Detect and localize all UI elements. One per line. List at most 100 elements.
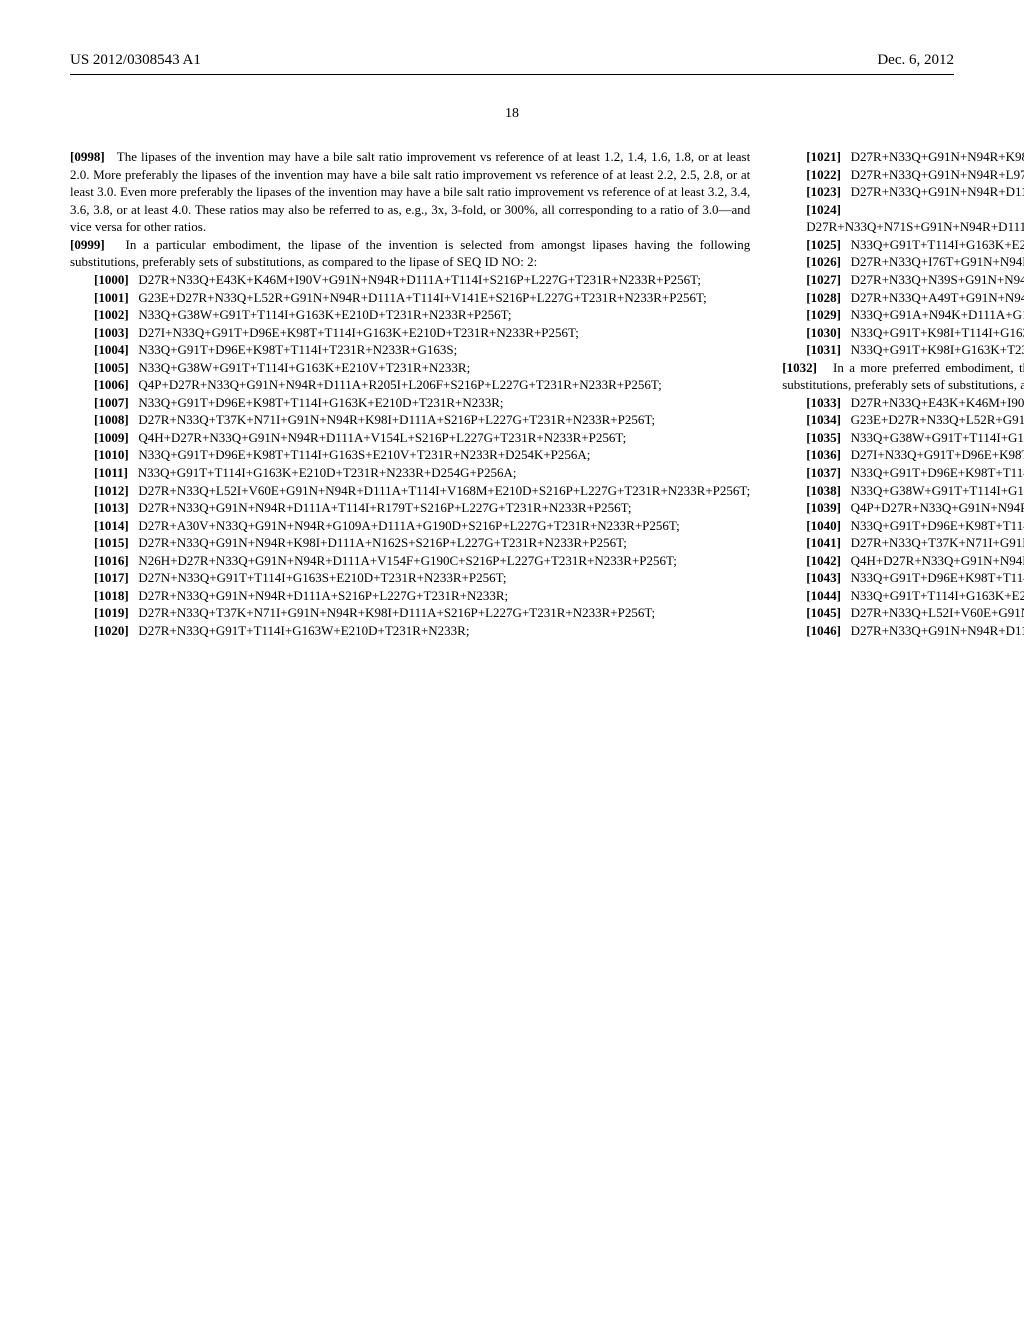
item-number: [1003] bbox=[94, 325, 138, 340]
list-item: [1023] D27R+N33Q+G91N+N94R+D111A+V154I+S… bbox=[782, 183, 1024, 201]
list-item: [1018] D27R+N33Q+G91N+N94R+D111A+S216P+L… bbox=[70, 587, 750, 605]
page-number: 18 bbox=[70, 105, 954, 124]
item-text: D27R+N33Q+E43K+K46M+I90V+G91N+N94R+D111A… bbox=[138, 272, 701, 287]
item-text: N33Q+G91T+K98I+G163K+T231R+N233R+D254S+P… bbox=[851, 342, 1024, 357]
item-number: [1031] bbox=[806, 342, 850, 357]
item-text: Q4H+D27R+N33Q+G91N+N94R+D111A+V154L+S216… bbox=[851, 553, 1024, 568]
item-number: [1002] bbox=[94, 307, 138, 322]
list-item: [1026] D27R+N33Q+I76T+G91N+N94R+R108M+D1… bbox=[782, 253, 1024, 271]
left-column: [0998] The lipases of the invention may … bbox=[70, 148, 750, 639]
list-item: [1010] N33Q+G91T+D96E+K98T+T114I+G163S+E… bbox=[70, 446, 750, 464]
item-text: D27I+N33Q+G91T+D96E+K98T+T114I+G163K+E21… bbox=[138, 325, 578, 340]
item-text: D27R+N33Q+N39S+G91N+N94R+D111A+S216P+L22… bbox=[851, 272, 1024, 287]
item-text: N33Q+G38W+G91T+T114I+G163K+E210V+T231R+N… bbox=[851, 483, 1024, 498]
list-item: [1044] N33Q+G91T+T114I+G163K+E210D+T231R… bbox=[782, 587, 1024, 605]
item-text: D27R+N33Q+G91N+N94R+D111A+T114I+R179T+S2… bbox=[138, 500, 631, 515]
item-number: [1013] bbox=[94, 500, 138, 515]
item-text: Q4H+D27R+N33Q+G91N+N94R+D111A+V154L+S216… bbox=[138, 430, 626, 445]
publication-date: Dec. 6, 2012 bbox=[877, 50, 954, 70]
list-item: [1041] D27R+N33Q+T37K+N71I+G91N+N94R+K98… bbox=[782, 534, 1024, 552]
publication-id: US 2012/0308543 A1 bbox=[70, 50, 201, 70]
item-number: [1008] bbox=[94, 412, 138, 427]
item-number: [1040] bbox=[806, 518, 850, 533]
list-item: [1033] D27R+N33Q+E43K+K46M+I90V+G91N+N94… bbox=[782, 394, 1024, 412]
item-text: N33Q+G91A+N94K+D111A+G163K+L227F+T231R+N… bbox=[851, 307, 1024, 322]
list-item: [1027] D27R+N33Q+N39S+G91N+N94R+D111A+S2… bbox=[782, 271, 1024, 289]
list-item: [1031] N33Q+G91T+K98I+G163K+T231R+N233R+… bbox=[782, 341, 1024, 359]
item-text: D27R+N33Q+E43K+K46M+I90V+G91N+N94R+D111A… bbox=[851, 395, 1024, 410]
item-text: D27R+N33Q+G91T+T114I+G163W+E210D+T231R+N… bbox=[138, 623, 469, 638]
page-header: US 2012/0308543 A1 Dec. 6, 2012 bbox=[70, 50, 954, 75]
list-item: [1003] D27I+N33Q+G91T+D96E+K98T+T114I+G1… bbox=[70, 324, 750, 342]
item-text: D27R+N33Q+I76T+G91N+N94R+R108M+D111A+S21… bbox=[851, 254, 1024, 269]
list-item: [1016] N26H+D27R+N33Q+G91N+N94R+D111A+V1… bbox=[70, 552, 750, 570]
item-number: [1043] bbox=[806, 570, 850, 585]
item-number: [1001] bbox=[94, 290, 138, 305]
item-text: D27N+N33Q+G91T+T114I+G163S+E210D+T231R+N… bbox=[138, 570, 506, 585]
item-number: [1045] bbox=[806, 605, 850, 620]
item-text: D27R+N33Q+G91N+N94R+D111A+S216P+L227G+T2… bbox=[138, 588, 508, 603]
item-text: N33Q+G91T+D96E+K98T+T114I+G163S+E210V+T2… bbox=[851, 570, 1024, 585]
list-item: [1034] G23E+D27R+N33Q+L52R+G91N+N94R+D11… bbox=[782, 411, 1024, 429]
item-text: N33Q+G91T+D96E+K98T+T114I+T231R+N233R+G1… bbox=[138, 342, 457, 357]
item-text: D27R+N33Q+L52I+V60E+G91N+N94R+D111A+T114… bbox=[851, 605, 1024, 620]
item-text: D27R+N33Q+L52I+V60E+G91N+N94R+D111A+T114… bbox=[138, 483, 750, 498]
item-number: [1030] bbox=[806, 325, 850, 340]
list-item: [1024] N33Q+G91T+T114I+E210V+T231R+N233R… bbox=[782, 201, 1024, 236]
item-text: N33Q+G91T+D96E+K98T+T114I+G163S+E210V+T2… bbox=[138, 447, 590, 462]
item-number: [1038] bbox=[806, 483, 850, 498]
item-number: [1005] bbox=[94, 360, 138, 375]
list-item: [1037] N33Q+G91T+D96E+K98T+T114I+T231R+N… bbox=[782, 464, 1024, 482]
item-text: D27R+N33Q+G91N+N94R+K98I+D111A+S216P+L22… bbox=[851, 149, 1024, 164]
item-number: [1009] bbox=[94, 430, 138, 445]
list-item: [1040] N33Q+G91T+D96E+K98T+T114I+G163K+E… bbox=[782, 517, 1024, 535]
list-item: [1019] D27R+N33Q+T37K+N71I+G91N+N94R+K98… bbox=[70, 604, 750, 622]
list-item: [1020] D27R+N33Q+G91T+T114I+G163W+E210D+… bbox=[70, 622, 750, 640]
list-item: [1036] D27I+N33Q+G91T+D96E+K98T+T114I+G1… bbox=[782, 446, 1024, 464]
item-number: [1000] bbox=[94, 272, 138, 287]
paragraph: [1032] In a more preferred embodiment, t… bbox=[782, 359, 1024, 394]
paragraph-number: [0999] bbox=[70, 237, 125, 252]
list-item: [1009] Q4H+D27R+N33Q+G91N+N94R+D111A+V15… bbox=[70, 429, 750, 447]
paragraph-number: [1032] bbox=[782, 360, 833, 375]
item-number: [1023] bbox=[806, 184, 850, 199]
item-number: [1034] bbox=[806, 412, 850, 427]
list-item: [1042] Q4H+D27R+N33Q+G91N+N94R+D111A+V15… bbox=[782, 552, 1024, 570]
list-item: [1021] D27R+N33Q+G91N+N94R+K98I+D111A+S2… bbox=[782, 148, 1024, 166]
item-text: D27R+N33Q+T37K+N71I+G91N+N94R+K98I+D111A… bbox=[851, 535, 1024, 550]
paragraph: [0999] In a particular embodiment, the l… bbox=[70, 236, 750, 271]
list-item: [1043] N33Q+G91T+D96E+K98T+T114I+G163S+E… bbox=[782, 569, 1024, 587]
paragraph: [0998] The lipases of the invention may … bbox=[70, 148, 750, 236]
item-number: [1025] bbox=[806, 237, 850, 252]
list-item: [1007] N33Q+G91T+D96E+K98T+T114I+G163K+E… bbox=[70, 394, 750, 412]
list-item: [1017] D27N+N33Q+G91T+T114I+G163S+E210D+… bbox=[70, 569, 750, 587]
list-item: [1029] N33Q+G91A+N94K+D111A+G163K+L227F+… bbox=[782, 306, 1024, 324]
item-text: D27R+N33Q+A49T+G91N+N94R+D111A+Y138F+G16… bbox=[851, 290, 1024, 305]
item-text: N33Q+G38W+G91T+T114I+G163K+E210D+T231R+N… bbox=[851, 430, 1024, 445]
list-item: [1025] N33Q+G91T+T114I+G163K+E210D+T231R… bbox=[782, 236, 1024, 254]
item-number: [1015] bbox=[94, 535, 138, 550]
list-item: [1035] N33Q+G38W+G91T+T114I+G163K+E210D+… bbox=[782, 429, 1024, 447]
item-text: N33Q+G91T+D96E+K98T+T114I+T231R+N233R+G1… bbox=[851, 465, 1024, 480]
paragraph-text: The lipases of the invention may have a … bbox=[70, 149, 750, 234]
item-text: D27R+N33Q+G91N+N94R+K98I+D111A+N162S+S21… bbox=[138, 535, 627, 550]
paragraph-text: In a particular embodiment, the lipase o… bbox=[70, 237, 750, 270]
item-number: [1041] bbox=[806, 535, 850, 550]
item-text: D27R+N33Q+T37K+N71I+G91N+N94R+K98I+D111A… bbox=[138, 412, 655, 427]
list-item: [1013] D27R+N33Q+G91N+N94R+D111A+T114I+R… bbox=[70, 499, 750, 517]
item-text: D27R+A30V+N33Q+G91N+N94R+G109A+D111A+G19… bbox=[138, 518, 679, 533]
item-number: [1033] bbox=[806, 395, 850, 410]
list-item: [1011] N33Q+G91T+T114I+G163K+E210D+T231R… bbox=[70, 464, 750, 482]
item-number: [1029] bbox=[806, 307, 850, 322]
item-number: [1012] bbox=[94, 483, 138, 498]
item-text: G23E+D27R+N33Q+L52R+G91N+N94R+D111A+T114… bbox=[851, 412, 1024, 427]
list-item: [1008] D27R+N33Q+T37K+N71I+G91N+N94R+K98… bbox=[70, 411, 750, 429]
item-number: [1039] bbox=[806, 500, 850, 515]
item-number: [1037] bbox=[806, 465, 850, 480]
item-text: N33Q+G91T+K98I+T114I+G163K+T231R+N233R+D… bbox=[851, 325, 1024, 340]
item-text: N33Q+G91T+T114I+G163K+E210D+T231R+N233R; bbox=[851, 237, 1024, 252]
item-text: N33Q+G91T+T114I+G163K+E210D+T231R+N233R+… bbox=[851, 588, 1024, 603]
item-number: [1028] bbox=[806, 290, 850, 305]
list-item: [1004] N33Q+G91T+D96E+K98T+T114I+T231R+N… bbox=[70, 341, 750, 359]
list-item: [1012] D27R+N33Q+L52I+V60E+G91N+N94R+D11… bbox=[70, 482, 750, 500]
